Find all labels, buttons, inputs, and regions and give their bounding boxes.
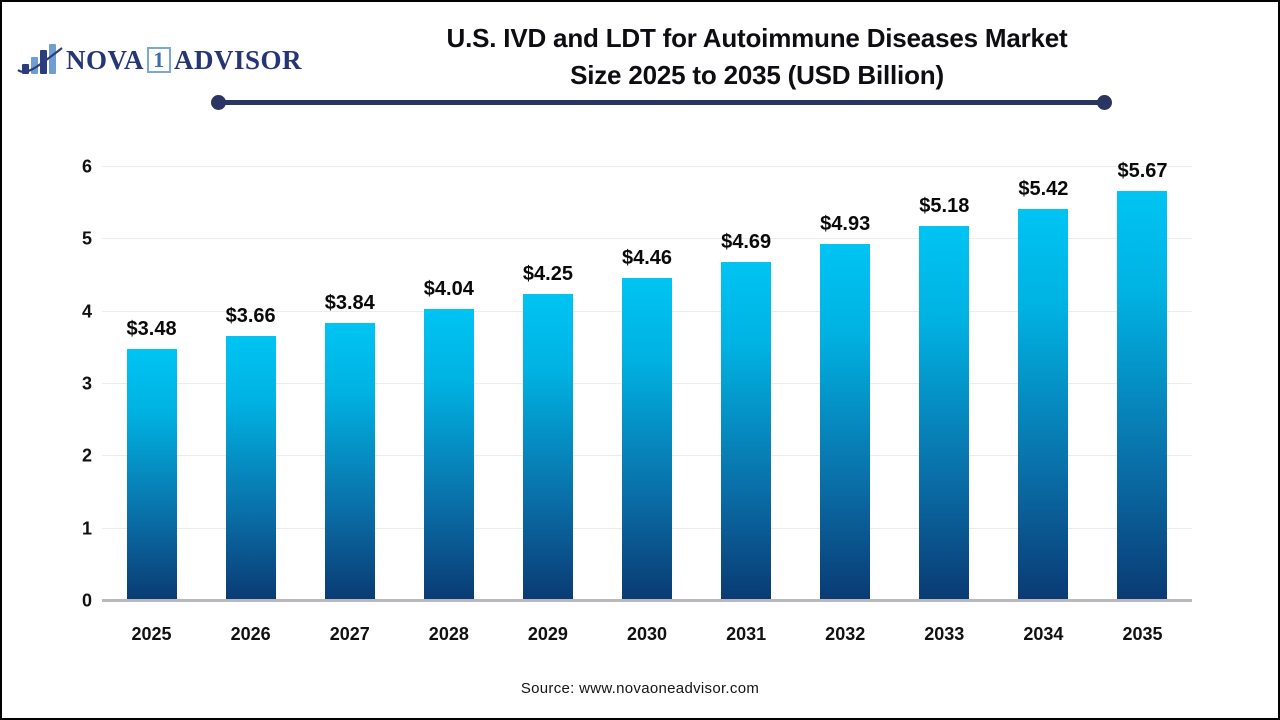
x-tick-label-2026: 2026 bbox=[230, 624, 271, 644]
bar-column-2026: $3.66 2026 bbox=[201, 167, 300, 644]
logo-word-advisor: ADVISOR bbox=[174, 44, 303, 75]
bar-column-2025: $3.48 2025 bbox=[102, 167, 201, 644]
bar-value-label-2035: $5.67 bbox=[1117, 159, 1168, 182]
source-text: Source: www.novaoneadvisor.com bbox=[520, 680, 760, 697]
x-tick-label-2034: 2034 bbox=[1023, 624, 1064, 644]
bar-value-label-2030: $4.46 bbox=[621, 247, 673, 270]
bar-2026 bbox=[225, 336, 276, 601]
y-tick-label-3: 3 bbox=[81, 373, 92, 394]
x-tick-label-2029: 2029 bbox=[527, 624, 568, 644]
chart-title: U.S. IVD and LDT for Autoimmune Diseases… bbox=[332, 20, 1182, 94]
bar-value-label-2025: $3.48 bbox=[126, 318, 177, 341]
x-tick-label-2027: 2027 bbox=[329, 624, 370, 644]
y-tick-label-0: 0 bbox=[81, 590, 92, 611]
x-axis-line bbox=[102, 599, 1192, 602]
bar-value-label-2031: $4.69 bbox=[721, 230, 772, 253]
bar-column-2032: $4.93 2032 bbox=[796, 167, 895, 644]
x-tick-label-2031: 2031 bbox=[726, 624, 767, 644]
logo-word-nova: NOVA bbox=[66, 44, 145, 75]
y-tick-label-4: 4 bbox=[81, 301, 92, 322]
bar-2029 bbox=[522, 293, 573, 601]
bar-column-2030: $4.46 2030 bbox=[597, 167, 696, 644]
x-tick-label-2028: 2028 bbox=[428, 624, 469, 644]
bar-value-label-2032: $4.93 bbox=[820, 213, 871, 236]
bar-2025 bbox=[126, 349, 177, 601]
bar-value-label-2034: $5.42 bbox=[1018, 177, 1069, 200]
logo-wordmark: NOVA 1 ADVISOR bbox=[66, 45, 302, 76]
bar-column-2027: $3.84 2027 bbox=[300, 167, 399, 644]
x-tick-label-2030: 2030 bbox=[626, 624, 668, 644]
bar-2033 bbox=[919, 226, 970, 601]
underline-left-dot bbox=[211, 95, 226, 110]
bar-value-label-2027: $3.84 bbox=[324, 292, 375, 315]
bar-chart-swoosh-icon bbox=[17, 42, 63, 78]
underline-right-dot bbox=[1097, 95, 1112, 110]
y-tick-label-5: 5 bbox=[81, 228, 92, 249]
y-tick-label-2: 2 bbox=[81, 445, 92, 466]
x-tick-label-2033: 2033 bbox=[924, 624, 965, 644]
title-underline bbox=[211, 95, 1112, 110]
logo-boxed-one: 1 bbox=[147, 47, 172, 73]
bar-column-2028: $4.04 2028 bbox=[399, 167, 498, 644]
bar-value-label-2033: $5.18 bbox=[919, 195, 970, 218]
x-tick-label-2025: 2025 bbox=[131, 624, 172, 644]
bar-column-2034: $5.42 2034 bbox=[994, 167, 1093, 644]
gridline-y5 bbox=[102, 238, 1192, 240]
bar-2027 bbox=[324, 323, 375, 601]
plot-area: 0 1 2 3 4 5 6 $3.48 2025 $3.66 2026 $3.84 2027 $4.04… bbox=[82, 157, 1192, 644]
bar-2031 bbox=[721, 261, 772, 601]
chart-title-line2: Size 2025 to 2035 (USD Billion) bbox=[570, 60, 944, 90]
bar-column-2035: $5.67 2035 bbox=[1093, 160, 1192, 644]
nova-one-advisor-logo: NOVA 1 ADVISOR bbox=[17, 42, 302, 78]
bar-column-2031: $4.69 2031 bbox=[697, 167, 796, 644]
bar-2030 bbox=[622, 278, 673, 601]
bars-container: $3.48 2025 $3.66 2026 $3.84 2027 $4.04 2028 $4.2… bbox=[102, 160, 1192, 644]
bar-column-2033: $5.18 2033 bbox=[895, 167, 994, 644]
bar-2034 bbox=[1018, 208, 1069, 601]
chart-title-line1: U.S. IVD and LDT for Autoimmune Diseases… bbox=[446, 23, 1068, 53]
bar-2032 bbox=[820, 244, 871, 601]
bar-value-label-2026: $3.66 bbox=[225, 305, 276, 328]
bar-value-label-2029: $4.25 bbox=[522, 262, 573, 285]
y-tick-label-6: 6 bbox=[81, 156, 92, 177]
bar-value-label-2028: $4.04 bbox=[423, 277, 474, 300]
bar-2035 bbox=[1117, 190, 1168, 601]
x-tick-label-2035: 2035 bbox=[1122, 624, 1163, 644]
x-tick-label-2032: 2032 bbox=[825, 624, 866, 644]
gridline-y6 bbox=[102, 166, 1192, 167]
bar-2028 bbox=[423, 308, 474, 601]
y-tick-label-1: 1 bbox=[81, 518, 92, 539]
bar-column-2029: $4.25 2029 bbox=[498, 167, 597, 644]
